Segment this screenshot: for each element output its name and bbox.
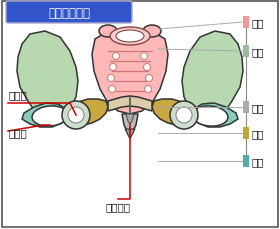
Circle shape [113, 53, 120, 60]
Ellipse shape [32, 106, 68, 127]
Circle shape [146, 75, 153, 82]
Text: 腸骨: 腸骨 [252, 47, 265, 57]
Text: 仙骨: 仙骨 [252, 18, 265, 28]
Text: 骨盤（女性）: 骨盤（女性） [48, 6, 90, 19]
Ellipse shape [110, 28, 150, 46]
Ellipse shape [116, 31, 144, 43]
Circle shape [68, 108, 84, 123]
Ellipse shape [192, 106, 228, 127]
Bar [243, 101, 249, 114]
Text: 閉鎖孔: 閉鎖孔 [8, 128, 27, 137]
Polygon shape [192, 104, 238, 128]
Circle shape [176, 108, 192, 123]
Circle shape [62, 101, 90, 129]
Text: 寛骨臼: 寛骨臼 [8, 90, 27, 100]
Text: 尾骨: 尾骨 [252, 103, 265, 112]
FancyBboxPatch shape [6, 2, 132, 24]
Text: 恥骨結合: 恥骨結合 [106, 201, 130, 211]
Polygon shape [182, 32, 243, 121]
Polygon shape [60, 100, 108, 125]
Ellipse shape [143, 26, 161, 38]
Bar [243, 46, 249, 58]
Bar [243, 128, 249, 139]
Ellipse shape [99, 26, 117, 38]
Text: 恥骨: 恥骨 [252, 128, 265, 138]
Polygon shape [125, 129, 135, 139]
Polygon shape [17, 32, 78, 121]
Circle shape [170, 101, 198, 129]
Polygon shape [108, 97, 152, 112]
Bar [243, 17, 249, 29]
Text: 坐骨: 坐骨 [252, 156, 265, 166]
Circle shape [141, 53, 148, 60]
Polygon shape [126, 114, 134, 124]
Polygon shape [92, 30, 168, 114]
Circle shape [143, 64, 150, 71]
Circle shape [109, 64, 116, 71]
Circle shape [144, 86, 151, 93]
Circle shape [108, 75, 115, 82]
Polygon shape [22, 104, 68, 128]
Polygon shape [152, 100, 200, 125]
Polygon shape [122, 114, 138, 136]
Bar [243, 155, 249, 167]
Circle shape [108, 86, 115, 93]
